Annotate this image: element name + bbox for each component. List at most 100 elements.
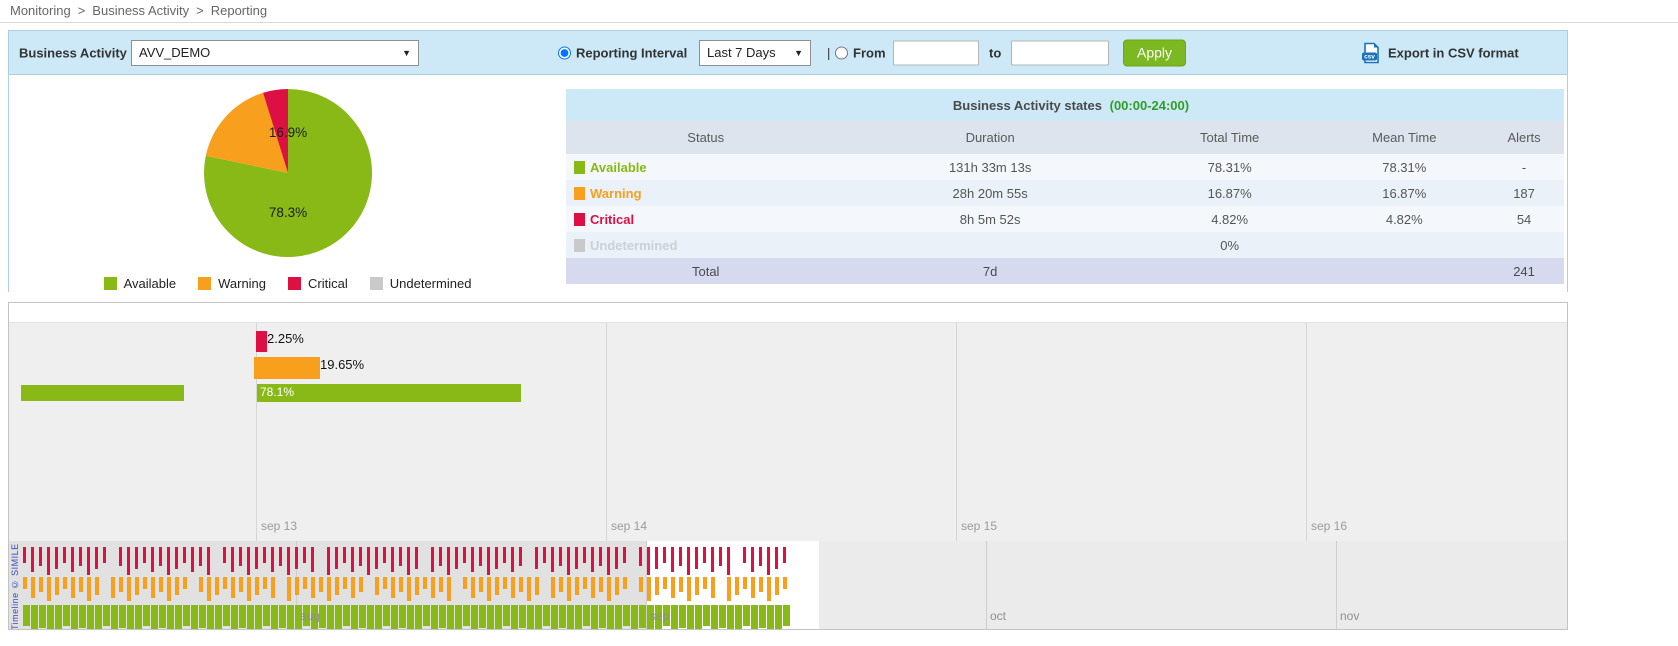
timeline-month-label: nov (1340, 609, 1360, 623)
apply-button[interactable]: Apply (1123, 39, 1187, 66)
timeline-day-label: sep 16 (1311, 519, 1348, 533)
timeline-tick (207, 577, 211, 601)
timeline-tick (295, 577, 299, 595)
legend-item: Critical (288, 276, 348, 291)
timeline-tick (207, 547, 210, 575)
timeline-tick (39, 605, 46, 628)
chevron-down-icon: ▼ (794, 47, 803, 58)
timeline-tick (351, 547, 354, 572)
timeline-tick (735, 577, 739, 595)
timeline-tick (399, 577, 403, 592)
timeline-tick (519, 605, 526, 628)
timeline-tick (255, 605, 262, 629)
timeline-tick (495, 577, 499, 595)
timeline-credit-link[interactable]: Timeline © SIMILE (10, 543, 20, 630)
status-cell: Warning (566, 180, 846, 206)
timeline-tick (63, 547, 66, 563)
breadcrumb: Monitoring > Business Activity > Reporting (0, 0, 1678, 23)
timeline-tick (751, 577, 755, 598)
timeline-tick (551, 577, 555, 598)
timeline-tick (487, 577, 491, 601)
mean-time-cell: 16.87% (1324, 180, 1485, 206)
timeline-tick (71, 605, 78, 629)
timeline-tick (647, 605, 654, 629)
mean-time-cell (1324, 232, 1485, 258)
timeline-month-label: oct (990, 609, 1007, 623)
timeline-tick (519, 547, 522, 566)
timeline-tick (431, 605, 438, 629)
timeline-upper-band[interactable]: sep 13 sep 14 sep 15 sep 16 2.25% 19.65% 78.1% (9, 303, 1567, 541)
timeline-tick (23, 577, 27, 589)
timeline-tick (207, 605, 214, 629)
status-cell: Available (566, 154, 846, 180)
timeline-event-bar[interactable] (21, 385, 184, 401)
timeline-tick (687, 577, 691, 601)
timeline-lower-band[interactable]: aug sep oct nov (9, 541, 1567, 629)
timeline-tick (263, 577, 267, 589)
timeline-tick (263, 605, 270, 626)
legend-swatch (198, 277, 212, 290)
timeline-tick (183, 547, 186, 563)
breadcrumb-business-activity[interactable]: Business Activity (92, 3, 190, 18)
timeline-tick (727, 577, 731, 601)
reporting-interval-radio[interactable] (558, 46, 571, 59)
timeline-tick (359, 547, 362, 566)
timeline-tick (599, 605, 606, 628)
timeline-day-label: sep 14 (611, 519, 648, 533)
timeline-tick (735, 605, 742, 629)
from-date-input[interactable] (893, 40, 979, 65)
timeline-tick (151, 605, 158, 629)
timeline-tick (583, 547, 586, 563)
timeline-tick (423, 605, 430, 626)
timeline-panel: sep 13 sep 14 sep 15 sep 16 2.25% 19.65% 78.1%… (8, 302, 1568, 630)
timeline-tick (39, 577, 43, 592)
timeline-tick (767, 547, 770, 575)
timeline-tick (287, 605, 294, 629)
col-duration: Duration (845, 121, 1135, 154)
timeline-tick (327, 577, 331, 601)
timeline-tick (239, 605, 246, 628)
status-swatch (574, 160, 585, 174)
export-csv-link[interactable]: csv Export in CSV format (1361, 42, 1519, 63)
timeline-event-bar[interactable]: 2.25% (256, 331, 304, 352)
timeline-tick (711, 577, 715, 598)
timeline-tick (783, 577, 787, 589)
timeline-event-bar[interactable]: 19.65% (254, 357, 364, 379)
to-date-input[interactable] (1011, 40, 1109, 65)
timeline-tick (543, 547, 546, 563)
timeline-event-bar[interactable]: 78.1% (257, 384, 521, 402)
breadcrumb-monitoring[interactable]: Monitoring (10, 3, 71, 18)
timeline-tick (647, 577, 651, 601)
timeline-tick (511, 605, 518, 629)
mean-time-cell: 78.31% (1324, 154, 1485, 180)
timeline-tick (407, 577, 411, 601)
timeline-tick (327, 547, 330, 575)
status-swatch (574, 186, 585, 200)
timeline-tick (95, 547, 98, 569)
custom-range-radio[interactable] (835, 46, 848, 59)
timeline-tick (583, 577, 587, 589)
timeline-tick (39, 547, 42, 566)
status-cell: Critical (566, 206, 846, 232)
timeline-tick (375, 547, 378, 569)
business-activity-select[interactable]: AVV_DEMO ▼ (131, 39, 419, 66)
timeline-tick (599, 547, 602, 566)
timeline-tick (319, 605, 326, 628)
total-alerts-cell: 241 (1484, 258, 1564, 284)
timeline-tick (127, 577, 131, 601)
timeline-tick (407, 605, 414, 629)
timeline-tick (543, 605, 550, 626)
interval-select[interactable]: Last 7 Days ▼ (699, 39, 811, 66)
csv-file-icon: csv (1361, 42, 1382, 63)
timeline-tick (751, 547, 754, 572)
timeline-tick (135, 605, 142, 629)
timeline-tick (711, 547, 714, 572)
breadcrumb-reporting[interactable]: Reporting (210, 3, 268, 18)
states-pie-chart: 78.3% 16.9% Available Warning Critical Undet… (9, 75, 566, 292)
timeline-tick (351, 605, 358, 629)
states-table-title-row: Business Activity states (00:00-24:00) (566, 89, 1564, 121)
timeline-tick (351, 577, 355, 598)
timeline-tick (463, 605, 470, 626)
legend-swatch (103, 277, 117, 290)
timeline-tick (383, 547, 386, 563)
